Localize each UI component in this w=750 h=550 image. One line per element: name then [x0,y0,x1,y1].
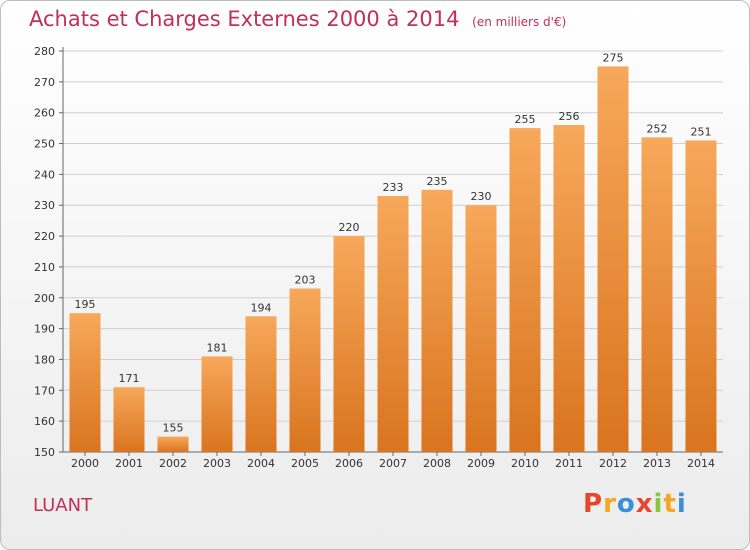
x-tick-label: 2005 [291,457,319,470]
value-label-2001: 171 [119,372,140,385]
x-tick-label: 2003 [203,457,231,470]
chart-subtitle: (en milliers d'€) [472,15,567,29]
y-tick-label: 190 [34,323,55,336]
x-tick-label: 2010 [511,457,539,470]
value-label-2011: 256 [559,110,580,123]
bar-2009 [465,205,497,452]
x-tick-label: 2007 [379,457,407,470]
y-tick-label: 270 [34,76,55,89]
y-tick-label: 280 [34,45,55,58]
value-label-2004: 194 [251,301,272,314]
bar-2011 [553,125,585,453]
bar-2014 [685,140,717,452]
y-tick-label: 200 [34,292,55,305]
logo-letter: i [653,489,664,519]
bar-2010 [509,128,541,452]
value-label-2007: 233 [383,181,404,194]
x-tick-label: 2002 [159,457,187,470]
x-tick-label: 2008 [423,457,451,470]
y-tick-label: 180 [34,353,55,366]
x-tick-label: 2013 [643,457,671,470]
bar-2005 [289,288,321,452]
value-label-2005: 203 [295,274,316,287]
logo-letter: o [616,489,636,519]
y-tick-label: 230 [34,199,55,212]
x-tick-label: 2009 [467,457,495,470]
commune-name: LUANT [33,495,93,516]
value-label-2006: 220 [339,221,360,234]
y-tick-label: 210 [34,261,55,274]
tick-labels: 150 160 170 180 190 200 210 220 230 240 250 260 270 2… [34,45,715,470]
bar-2002 [157,436,189,452]
logo-letter: t [663,489,677,519]
value-label-2003: 181 [207,341,228,354]
logo-letter: r [603,489,617,519]
chart-title-text: Achats et Charges Externes 2000 à 2014 [29,7,460,31]
x-tick-label: 2000 [71,457,99,470]
y-tick-label: 220 [34,230,55,243]
proxiti-logo: Proxiti [583,489,687,519]
logo-letter: P [583,489,604,519]
bar-2012 [597,66,629,452]
value-label-2008: 235 [427,175,448,188]
bar-2007 [377,195,409,452]
bar-2000 [69,313,101,452]
value-label-2002: 155 [163,422,184,435]
y-tick-label: 150 [34,446,55,459]
value-label-2010: 255 [515,113,536,126]
x-tick-label: 2014 [687,457,715,470]
y-tick-label: 260 [34,107,55,120]
x-tick-label: 2006 [335,457,363,470]
x-tick-label: 2011 [555,457,583,470]
bar-2004 [245,316,277,452]
bar-2001 [113,387,145,452]
y-tick-label: 170 [34,384,55,397]
bars [69,66,717,453]
x-tick-label: 2004 [247,457,275,470]
y-tick-label: 160 [34,415,55,428]
bar-2013 [641,137,673,452]
value-label-2009: 230 [471,190,492,203]
value-label-2014: 251 [691,125,712,138]
bar-2006 [333,236,365,452]
logo-letter: i [676,489,687,519]
bar-2008 [421,189,453,453]
value-label-2013: 252 [647,122,668,135]
x-tick-label: 2001 [115,457,143,470]
value-labels: 195 171 155 181 194 203 220 233 235 230 255 256 275 2… [75,51,712,434]
y-tick-label: 240 [34,168,55,181]
x-tick-label: 2012 [599,457,627,470]
value-label-2000: 195 [75,298,96,311]
bar-2003 [201,356,233,452]
y-tick-label: 250 [34,138,55,151]
logo-letter: x [635,489,654,519]
chart-title: Achats et Charges Externes 2000 à 2014 (… [29,7,566,31]
value-label-2012: 275 [603,51,624,64]
